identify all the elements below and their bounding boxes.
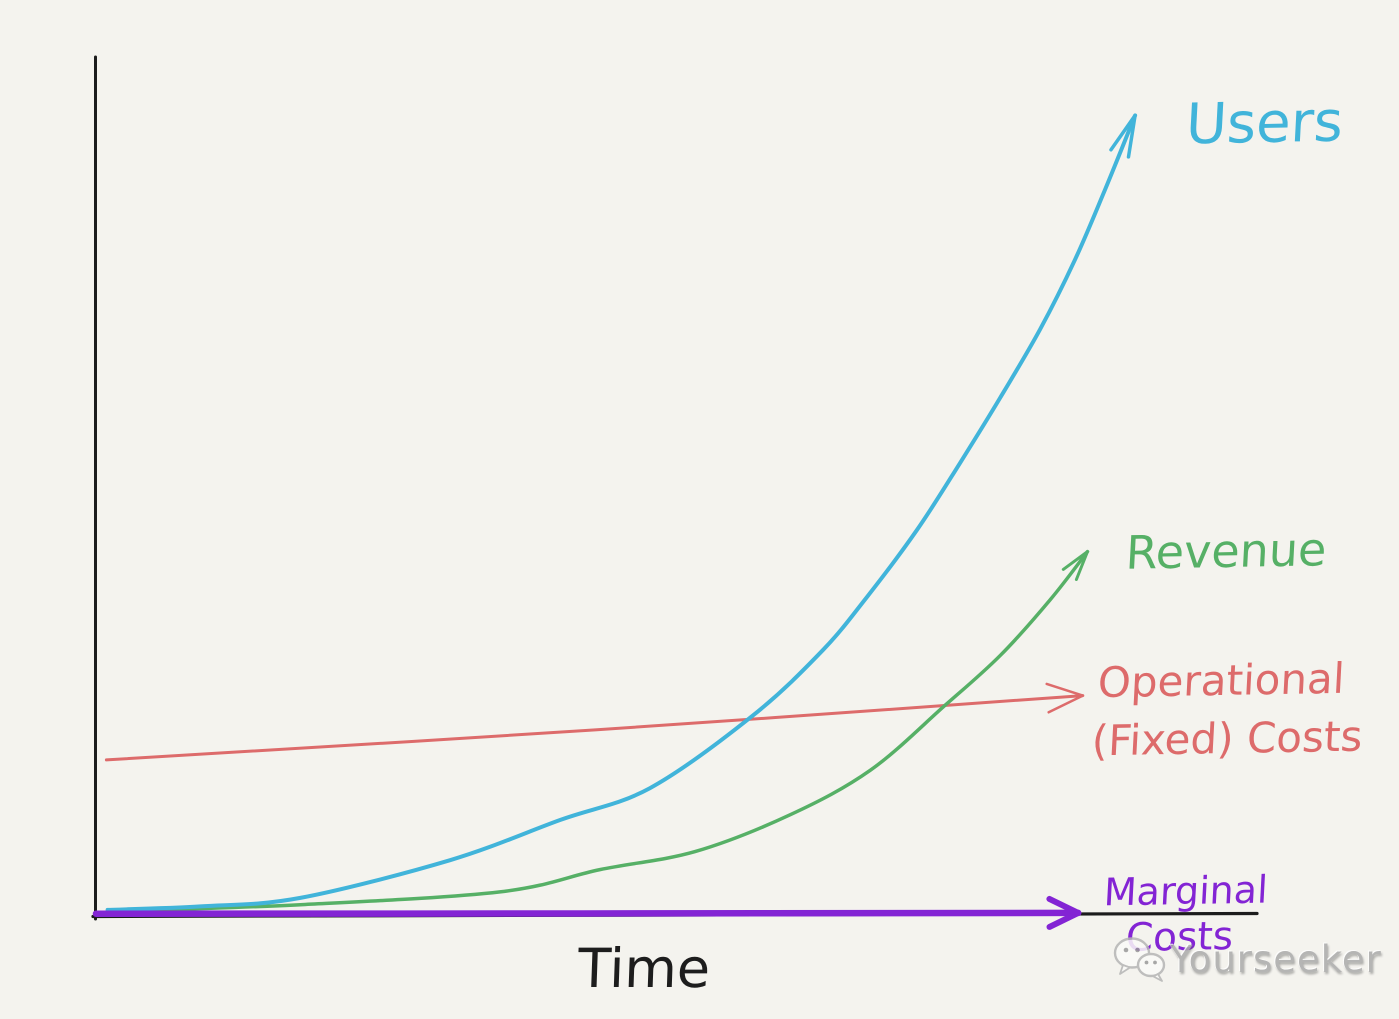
- revenue-series-label: Revenue: [1124, 522, 1328, 580]
- x-axis-title: Time: [576, 937, 712, 1000]
- users-arrow: [1109, 113, 1137, 159]
- marginal-costs-label-line1: Marginal: [1102, 867, 1269, 915]
- operational-costs-label-line1: Operational: [1096, 653, 1346, 708]
- operational-fixed-costs-line: [104, 694, 1085, 762]
- revenue-arrow: [1061, 550, 1089, 581]
- operational-costs-label-line2: (Fixed) Costs: [1090, 711, 1364, 766]
- watermark: Yourseeker: [1110, 932, 1382, 986]
- marginal-costs-arrow: [1046, 895, 1082, 930]
- marginal-costs-line: [92, 909, 1082, 917]
- users-line: [105, 113, 1138, 912]
- revenue-line: [108, 549, 1090, 914]
- wechat-icon: [1113, 937, 1166, 982]
- watermark-text: Yourseeker: [1170, 937, 1382, 981]
- users-series-label: Users: [1184, 89, 1345, 158]
- operational-fixed-costs-arrow: [1045, 682, 1085, 714]
